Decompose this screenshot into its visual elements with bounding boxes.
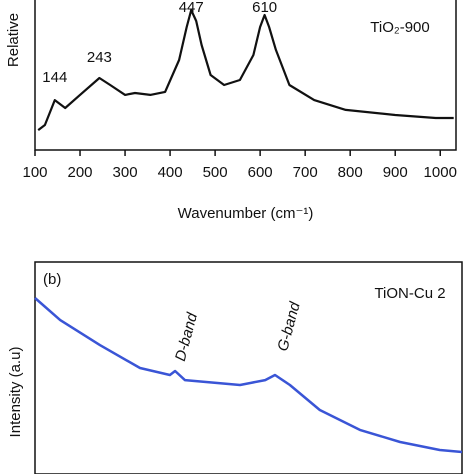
x-tick-label: 900 — [383, 164, 408, 181]
x-tick-label: 500 — [203, 164, 228, 181]
x-tick-label: 700 — [293, 164, 318, 181]
x-tick-label: 300 — [113, 164, 138, 181]
x-tick-label: 600 — [248, 164, 273, 181]
x-tick-label: 100 — [22, 164, 47, 181]
y-axis-label: Relative — [5, 13, 22, 67]
spectrum-line — [37, 9, 454, 131]
sample-label: TiON-Cu 2 — [374, 285, 445, 302]
spectrum-line — [34, 297, 463, 454]
panel-label: (b) — [43, 271, 61, 288]
x-tick-label: 1000 — [424, 164, 457, 181]
peak-annotation: 447 — [179, 0, 204, 16]
y-axis-label: Intensity (a.u) — [7, 347, 24, 438]
peak-annotation: 243 — [87, 49, 112, 66]
plot-frame — [34, 261, 463, 474]
x-tick-label: 800 — [338, 164, 363, 181]
peak-annotation: 144 — [42, 69, 67, 86]
peak-annotation: D-band — [172, 310, 201, 363]
x-tick-label: 400 — [158, 164, 183, 181]
peak-annotation: 610 — [252, 0, 277, 16]
x-tick-label: 200 — [68, 164, 93, 181]
peak-annotation: G-band — [274, 300, 304, 353]
x-axis-label: Wavenumber (cm⁻¹) — [178, 205, 314, 222]
sample-label: TiO₂-900 — [370, 19, 429, 36]
plot-frame — [34, 0, 457, 151]
